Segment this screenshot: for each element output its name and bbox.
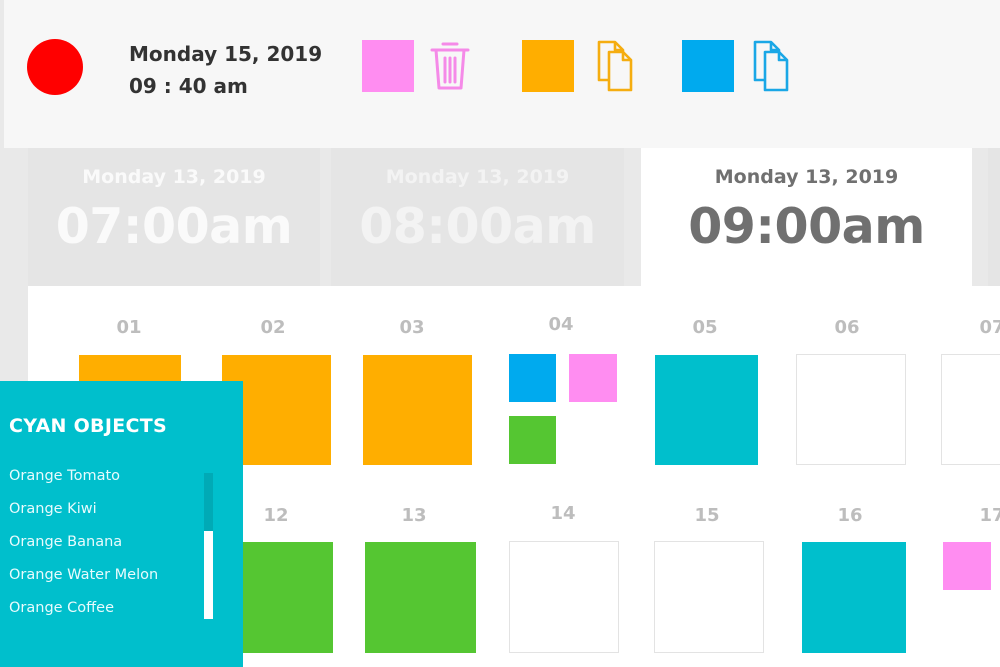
slot-04-blue-object[interactable]: [509, 354, 556, 402]
top-toolbar: [4, 0, 1000, 148]
list-item[interactable]: Orange Coffee: [9, 600, 115, 616]
time-card-0900[interactable]: Monday 13, 2019 09:00am: [641, 148, 972, 286]
scrollbar-thumb[interactable]: [204, 531, 213, 619]
slot-13-green-object[interactable]: [365, 542, 476, 653]
pink-color-swatch[interactable]: [362, 40, 414, 92]
slot-15-empty[interactable]: [654, 541, 764, 653]
slot-17-pink-object[interactable]: [943, 542, 991, 590]
scrollbar-track[interactable]: [204, 473, 213, 619]
current-date: Monday 15, 2019: [129, 42, 323, 66]
slot-16-cyan-object[interactable]: [802, 542, 906, 653]
cyan-objects-panel: CYAN OBJECTS Orange Tomato Orange Kiwi O…: [0, 381, 243, 667]
panel-title: CYAN OBJECTS: [9, 415, 167, 437]
slot-06-empty[interactable]: [796, 354, 906, 465]
time-card-date: Monday 13, 2019: [714, 166, 899, 188]
slot-14-empty[interactable]: [509, 541, 619, 653]
slot-label: 07: [979, 317, 1000, 338]
copy-icon[interactable]: [596, 38, 640, 92]
slot-label: 06: [834, 317, 860, 338]
slot-label: 02: [260, 317, 286, 338]
slot-label: 16: [837, 505, 863, 526]
slot-label: 15: [694, 505, 720, 526]
trash-icon[interactable]: [428, 38, 472, 92]
slot-04-pink-object[interactable]: [569, 354, 617, 402]
slot-label: 14: [550, 503, 576, 524]
slot-03-orange-object[interactable]: [363, 355, 472, 465]
current-datetime: Monday 15, 2019 09 : 40 am: [129, 38, 322, 102]
time-card-time: 09:00am: [688, 198, 925, 255]
list-item[interactable]: Orange Tomato: [9, 468, 121, 484]
slot-label: 12: [263, 505, 289, 526]
slot-label: 03: [399, 317, 425, 338]
record-indicator[interactable]: [27, 39, 83, 95]
slot-label: 17: [979, 505, 1000, 526]
slot-label: 01: [116, 317, 142, 338]
slot-label: 13: [401, 505, 427, 526]
slot-label: 05: [692, 317, 718, 338]
time-card-date: Monday 13, 2019: [82, 166, 266, 188]
slot-label: 04: [548, 314, 574, 335]
current-time: 09 : 40 am: [129, 74, 248, 98]
list-item[interactable]: Orange Kiwi: [9, 501, 97, 517]
time-card-0800[interactable]: Monday 13, 2019 08:00am: [331, 148, 624, 286]
time-card-time: 08:00am: [359, 198, 596, 255]
list-item[interactable]: Orange Water Melon: [9, 567, 159, 583]
blue-color-swatch[interactable]: [682, 40, 734, 92]
copy-icon[interactable]: [752, 38, 796, 92]
slot-04-green-object[interactable]: [509, 416, 556, 464]
list-item[interactable]: Orange Banana: [9, 534, 123, 550]
time-card-next[interactable]: [988, 148, 1000, 286]
time-card-0700[interactable]: Monday 13, 2019 07:00am: [28, 148, 320, 286]
time-card-date: Monday 13, 2019: [385, 166, 570, 188]
slot-07-empty[interactable]: [941, 354, 1000, 465]
slot-05-cyan-object[interactable]: [655, 355, 758, 465]
orange-color-swatch[interactable]: [522, 40, 574, 92]
time-card-time: 07:00am: [55, 198, 293, 255]
